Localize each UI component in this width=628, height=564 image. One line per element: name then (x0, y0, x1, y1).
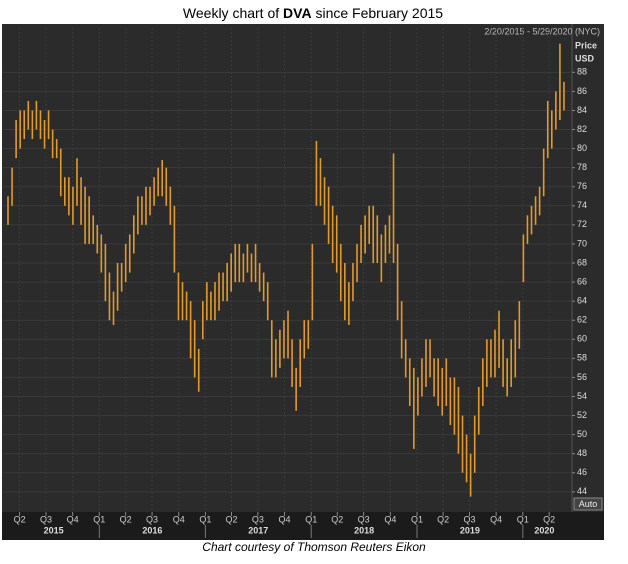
x-tick-label: Q1 (93, 514, 105, 524)
y-tick-label: 60 (577, 334, 587, 344)
y-tick-label: 70 (577, 238, 587, 248)
x-tick-label: Q1 (305, 514, 317, 524)
x-tick-label: Q2 (225, 514, 237, 524)
x-tick-label: Q4 (490, 514, 502, 524)
x-tick-label: Q3 (463, 514, 475, 524)
y-tick-label: 78 (577, 162, 587, 172)
year-label: 2018 (354, 525, 374, 535)
auto-button[interactable] (573, 497, 603, 511)
y-tick-label: 54 (577, 391, 587, 401)
y-tick-label: 64 (577, 296, 587, 306)
x-tick-label: Q3 (40, 514, 52, 524)
auto-button-label[interactable]: Auto (579, 499, 598, 509)
ticker: DVA (283, 5, 312, 21)
x-tick-label: Q4 (384, 514, 396, 524)
footer: Chart courtesy of Thomson Reuters Eikon (202, 540, 426, 554)
y-label: Price (575, 40, 597, 50)
y-tick-label: 46 (577, 467, 587, 477)
x-tick-label: Q2 (543, 514, 555, 524)
y-tick-label: 68 (577, 257, 587, 267)
y-tick-label: 50 (577, 429, 587, 439)
y-tick-label: 48 (577, 448, 587, 458)
year-label: 2015 (44, 525, 64, 535)
x-tick-label: Q2 (331, 514, 343, 524)
y-tick-label: 52 (577, 410, 587, 420)
x-tick-label: Q3 (252, 514, 264, 524)
x-tick-label: Q4 (67, 514, 79, 524)
year-label: 2020 (534, 525, 554, 535)
y-tick-label: 84 (577, 105, 587, 115)
chart-title: Weekly chart of DVA since February 2015 (183, 5, 443, 21)
y-tick-label: 58 (577, 353, 587, 363)
y-tick-label: 80 (577, 143, 587, 153)
x-tick-label: Q3 (358, 514, 370, 524)
y-tick-label: 44 (577, 486, 587, 496)
y-tick-label: 88 (577, 67, 587, 77)
year-label: 2017 (248, 525, 268, 535)
x-tick-label: Q4 (279, 514, 291, 524)
title-part: since February 2015 (312, 5, 444, 21)
year-label: 2019 (460, 525, 480, 535)
range-label: 2/20/2015 - 5/29/2020 (NYC) (484, 26, 600, 36)
x-tick-label: Q1 (517, 514, 529, 524)
y-label: USD (575, 53, 595, 63)
y-tick-label: 72 (577, 219, 587, 229)
y-tick-label: 56 (577, 372, 587, 382)
title-part: Weekly chart of (183, 5, 283, 21)
y-tick-label: 86 (577, 86, 587, 96)
x-tick-label: Q3 (146, 514, 158, 524)
x-tick-label: Q2 (437, 514, 449, 524)
year-label: 2016 (142, 525, 162, 535)
y-tick-label: 66 (577, 276, 587, 286)
y-tick-label: 76 (577, 181, 587, 191)
x-tick-label: Q4 (173, 514, 185, 524)
x-tick-label: Q2 (14, 514, 26, 524)
x-axis-band (2, 512, 604, 540)
x-tick-label: Q1 (411, 514, 423, 524)
x-tick-label: Q2 (120, 514, 132, 524)
y-tick-label: 74 (577, 200, 587, 210)
y-tick-label: 62 (577, 315, 587, 325)
y-tick-label: 82 (577, 124, 587, 134)
x-tick-label: Q1 (199, 514, 211, 524)
